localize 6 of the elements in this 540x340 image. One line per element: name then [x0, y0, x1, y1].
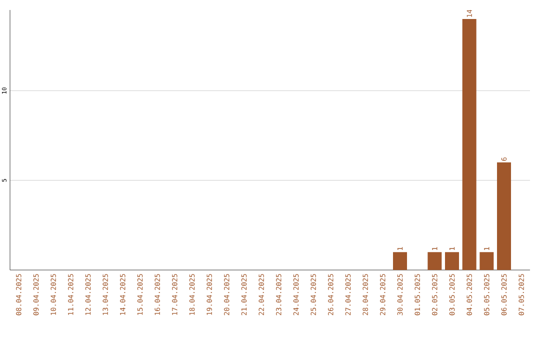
bar: [497, 162, 512, 270]
bar: [480, 252, 494, 270]
bar: [462, 18, 476, 270]
bar: [393, 252, 407, 270]
bar: [445, 252, 460, 270]
bar: [428, 252, 442, 270]
